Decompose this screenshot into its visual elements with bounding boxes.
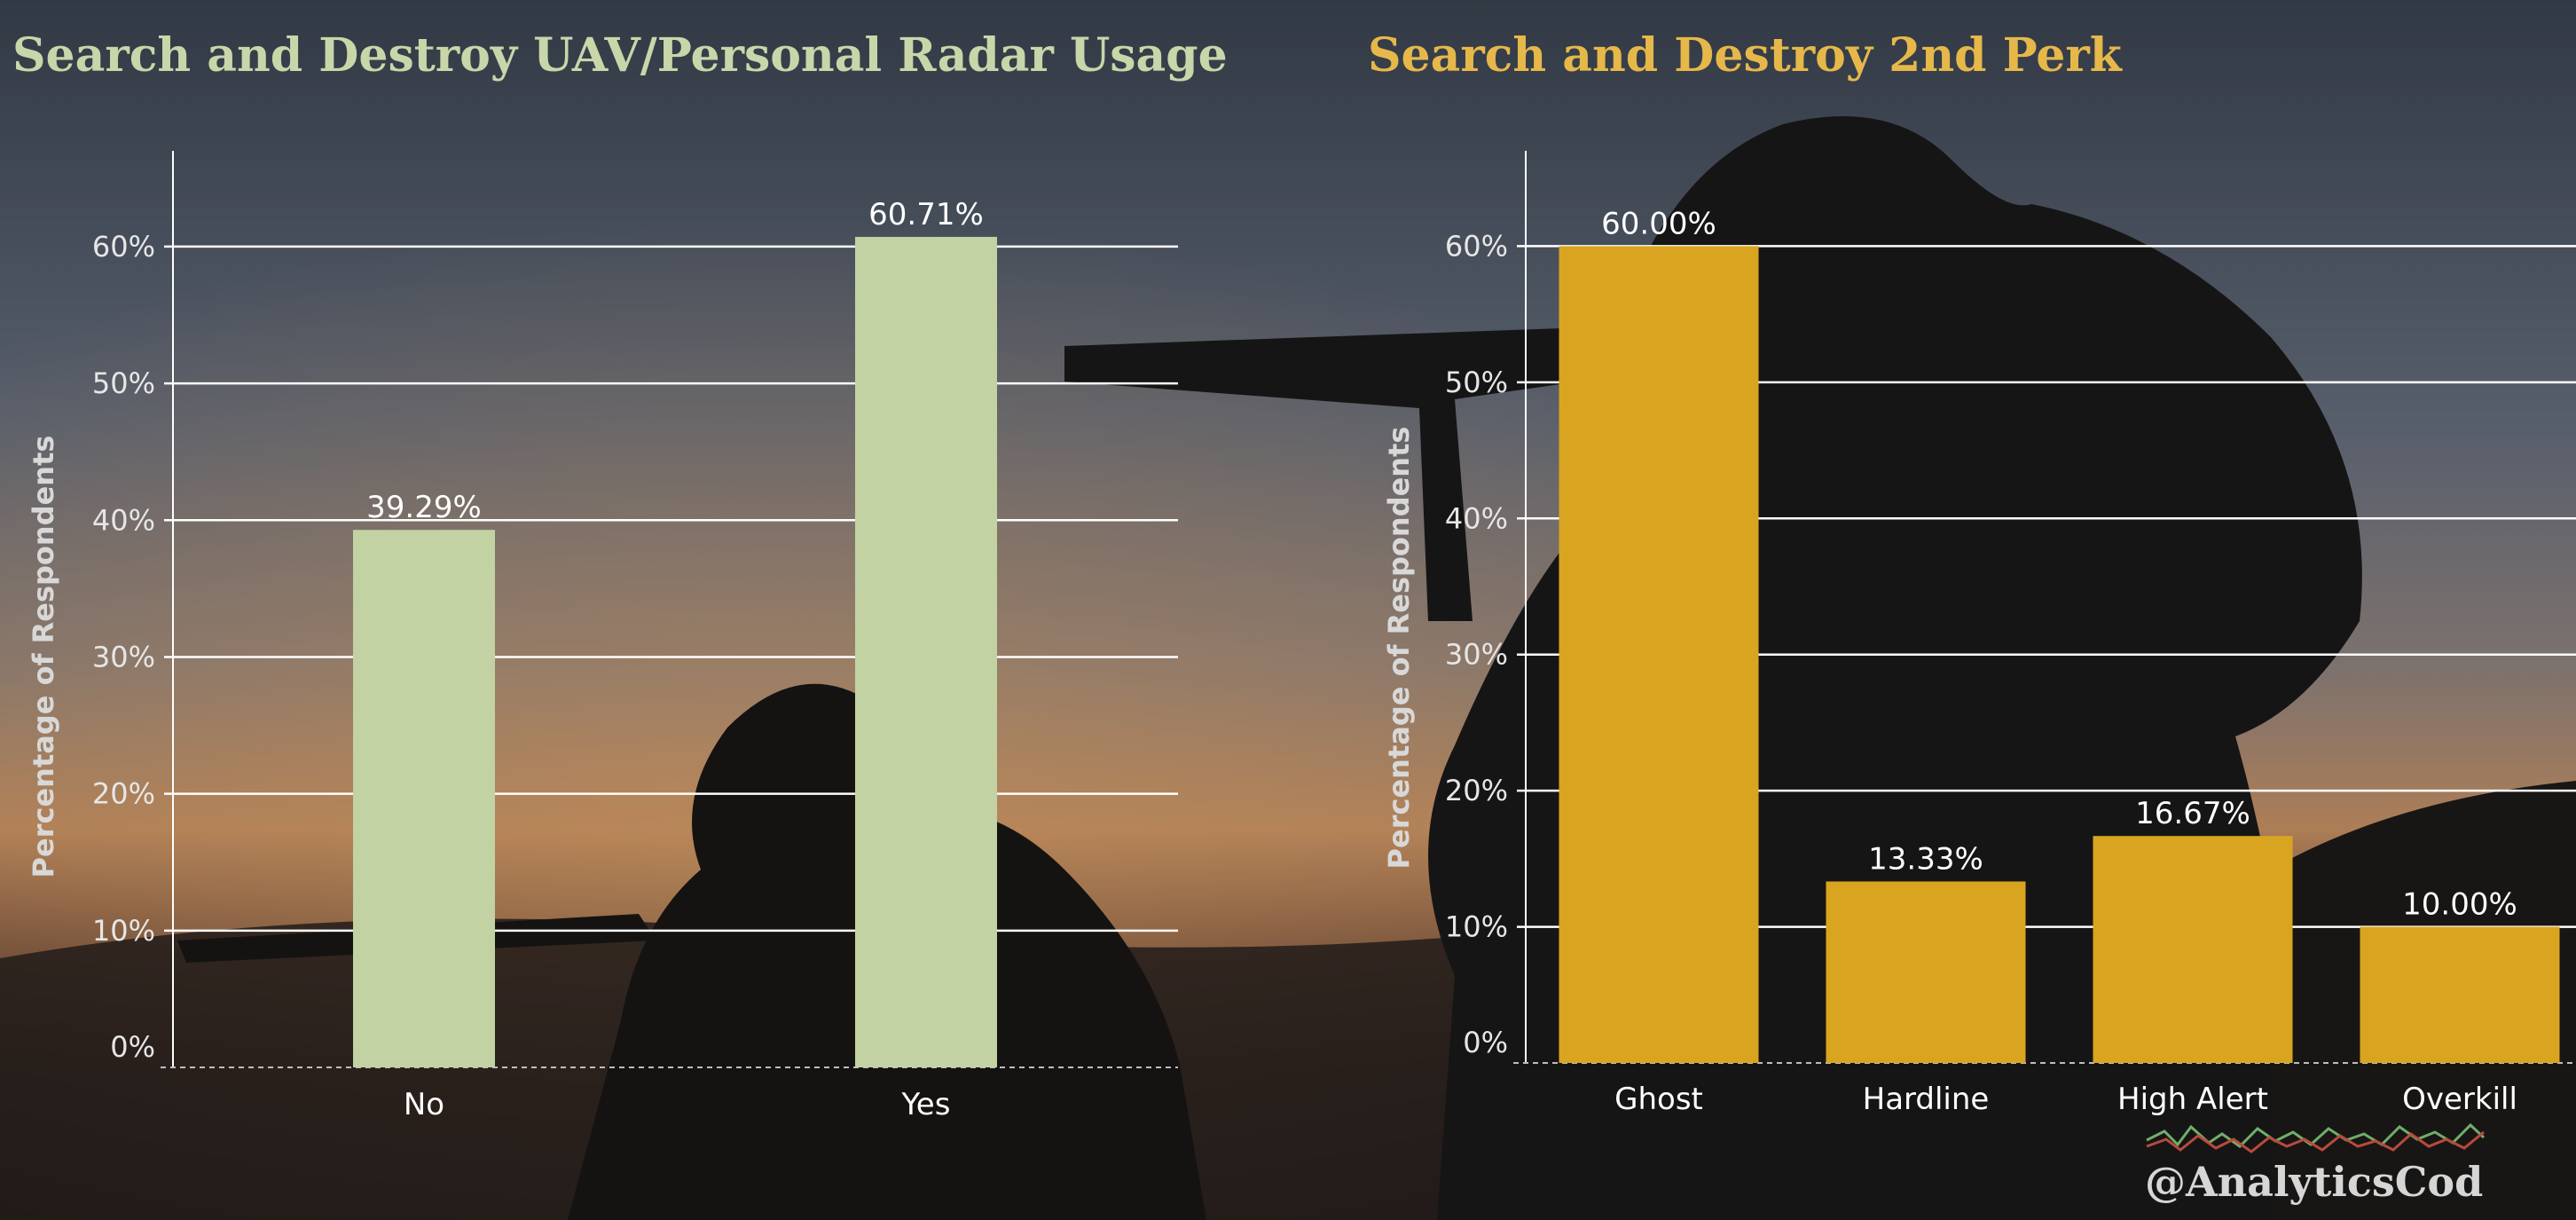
y-tick-label: 40% [1445, 501, 1508, 535]
plot-area: 0% 10% 20% 30% 40% 50% 60% 39.29% No 60.71% Yes [92, 151, 1178, 1122]
analytics-logo: @AnalyticsCod [2145, 1122, 2486, 1206]
x-tick-label: No [404, 1087, 444, 1122]
watermark-text: @AnalyticsCod [2145, 1158, 2483, 1206]
y-tick-label: 20% [1445, 774, 1508, 807]
y-tick-label: 10% [1445, 910, 1508, 944]
bar [1826, 881, 2026, 1063]
y-axis-label: Percentage of Respondents [1382, 427, 1416, 870]
plot-area: 0% 10% 20% 30% 40% 50% 60% 60.00% Ghost 13.33% Har… [1445, 151, 2576, 1117]
chart-title: Search and Destroy UAV/Personal Radar Us… [12, 28, 1228, 83]
y-tick-label: 0% [110, 1030, 155, 1064]
y-axis-label: Percentage of Respondents [27, 436, 60, 878]
bar [1559, 246, 1759, 1064]
y-tick-label: 40% [92, 503, 155, 537]
bar [2360, 926, 2560, 1063]
data-label: 60.71% [868, 197, 984, 232]
x-tick-label: Ghost [1614, 1082, 1703, 1117]
bar [855, 236, 997, 1068]
y-tick-label: 50% [92, 366, 155, 400]
chart-second-perk: Search and Destroy 2nd Perk Percentage o… [1368, 28, 2576, 1117]
y-tick-label: 10% [92, 914, 155, 948]
chart-uav-usage: Search and Destroy UAV/Personal Radar Us… [12, 28, 1228, 1122]
y-tick-label: 60% [92, 230, 155, 264]
data-label: 39.29% [366, 490, 482, 525]
bar [353, 530, 495, 1067]
data-label: 16.67% [2135, 796, 2250, 831]
data-label: 10.00% [2402, 887, 2517, 923]
x-tick-label: Hardline [1863, 1082, 1990, 1117]
x-tick-label: Yes [901, 1087, 951, 1122]
y-tick-label: 30% [92, 640, 155, 673]
chart-title: Search and Destroy 2nd Perk [1368, 28, 2123, 83]
y-tick-label: 50% [1445, 366, 1508, 399]
data-label: 60.00% [1601, 206, 1716, 241]
y-tick-label: 0% [1463, 1026, 1508, 1059]
y-tick-label: 20% [92, 777, 155, 811]
bar [2093, 836, 2293, 1063]
y-tick-label: 30% [1445, 638, 1508, 672]
data-label: 13.33% [1868, 841, 1983, 877]
y-tick-label: 60% [1445, 229, 1508, 263]
x-tick-label: Overkill [2402, 1082, 2517, 1117]
x-tick-label: High Alert [2117, 1082, 2268, 1117]
